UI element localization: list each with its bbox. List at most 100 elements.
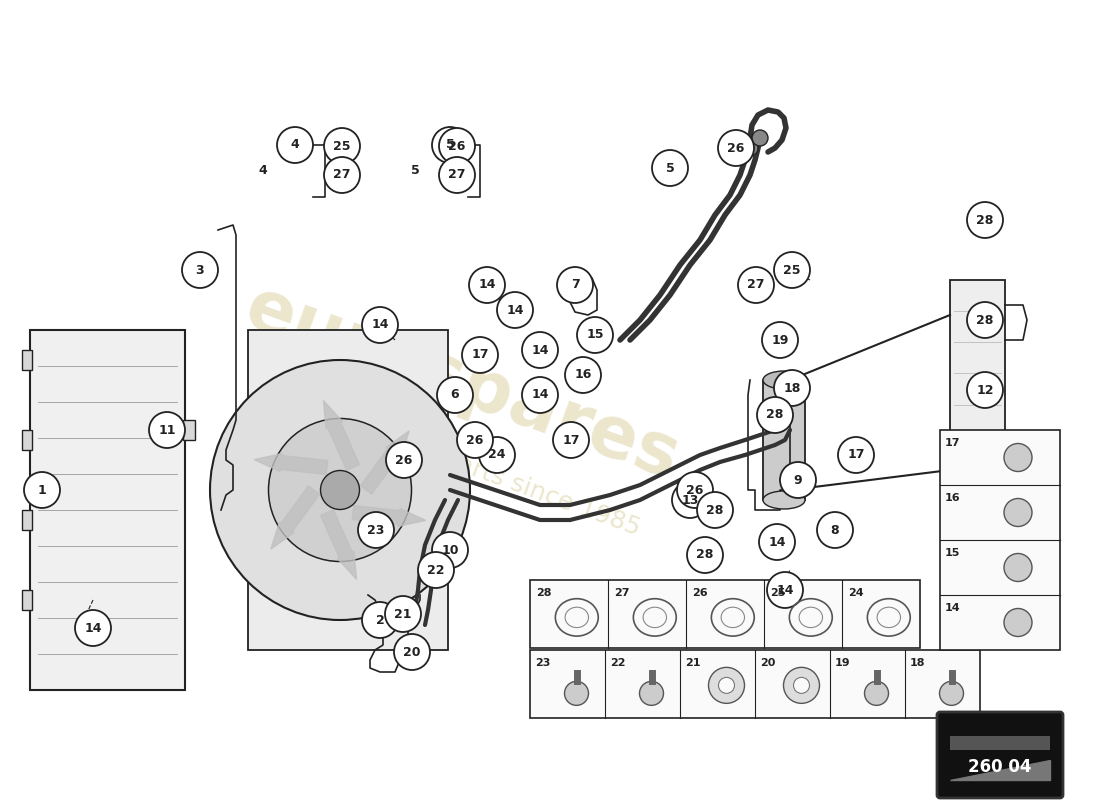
Bar: [950, 280, 1005, 530]
Text: 21: 21: [394, 607, 411, 621]
Circle shape: [324, 128, 360, 164]
Text: 22: 22: [610, 658, 626, 668]
Circle shape: [324, 157, 360, 193]
Text: 24: 24: [488, 449, 506, 462]
Circle shape: [522, 332, 558, 368]
Text: 1: 1: [37, 483, 46, 497]
Circle shape: [967, 302, 1003, 338]
Bar: [940, 430, 1060, 650]
Circle shape: [1004, 498, 1032, 526]
Text: 28: 28: [977, 214, 993, 226]
Text: 14: 14: [372, 318, 388, 331]
Text: 15: 15: [586, 329, 604, 342]
Text: 26: 26: [466, 434, 484, 446]
Circle shape: [565, 357, 601, 393]
Bar: [530, 580, 920, 648]
Circle shape: [762, 322, 798, 358]
Text: 21: 21: [685, 658, 701, 668]
Text: 14: 14: [945, 603, 960, 613]
Text: 10: 10: [441, 543, 459, 557]
Text: 28: 28: [696, 549, 714, 562]
FancyBboxPatch shape: [937, 712, 1063, 798]
Text: 25: 25: [783, 263, 801, 277]
Circle shape: [688, 537, 723, 573]
Text: 14: 14: [85, 622, 101, 634]
Circle shape: [817, 512, 852, 548]
Text: 15: 15: [945, 548, 960, 558]
Text: 28: 28: [706, 503, 724, 517]
Text: 28: 28: [536, 588, 551, 598]
Text: 14: 14: [768, 535, 785, 549]
Text: 26: 26: [692, 588, 707, 598]
Bar: [30, 330, 185, 690]
Circle shape: [865, 682, 889, 706]
Circle shape: [939, 682, 964, 706]
Text: 2: 2: [375, 614, 384, 626]
Bar: [248, 330, 448, 650]
Bar: [454, 388, 462, 402]
Circle shape: [362, 602, 398, 638]
Circle shape: [418, 552, 454, 588]
Text: 7: 7: [571, 278, 580, 291]
Circle shape: [75, 610, 111, 646]
Bar: [22, 590, 32, 610]
Text: 4: 4: [290, 138, 299, 151]
Text: 22: 22: [427, 563, 444, 577]
Circle shape: [469, 267, 505, 303]
Text: 25: 25: [770, 588, 785, 598]
Text: 260 04: 260 04: [968, 758, 1032, 776]
Circle shape: [780, 462, 816, 498]
Text: 14: 14: [531, 343, 549, 357]
Text: 20: 20: [760, 658, 775, 668]
Circle shape: [553, 422, 588, 458]
Circle shape: [1004, 443, 1032, 471]
FancyArrow shape: [323, 401, 360, 470]
Text: 14: 14: [777, 583, 794, 597]
Polygon shape: [950, 760, 1050, 780]
Circle shape: [557, 267, 593, 303]
Text: eurospares: eurospares: [235, 274, 689, 494]
Text: 17: 17: [847, 449, 865, 462]
Circle shape: [672, 482, 708, 518]
Ellipse shape: [763, 371, 805, 389]
Text: 26: 26: [395, 454, 412, 466]
Circle shape: [652, 150, 688, 186]
Text: 19: 19: [835, 658, 850, 668]
Text: 16: 16: [574, 369, 592, 382]
Text: 28: 28: [977, 314, 993, 326]
FancyArrow shape: [254, 454, 328, 474]
Bar: [22, 350, 32, 370]
Circle shape: [967, 372, 1003, 408]
Circle shape: [432, 127, 468, 163]
Text: 12: 12: [977, 383, 993, 397]
Circle shape: [439, 157, 475, 193]
Bar: [183, 420, 195, 440]
Text: 23: 23: [367, 523, 385, 537]
Text: 13: 13: [681, 494, 698, 506]
Circle shape: [358, 512, 394, 548]
Text: 27: 27: [747, 278, 764, 291]
Text: 16: 16: [945, 493, 960, 503]
Text: 28: 28: [767, 409, 783, 422]
Circle shape: [394, 634, 430, 670]
Circle shape: [1004, 554, 1032, 582]
Circle shape: [718, 678, 735, 694]
Bar: [22, 430, 32, 450]
Circle shape: [277, 127, 313, 163]
Text: 27: 27: [614, 588, 629, 598]
Text: 26: 26: [686, 483, 704, 497]
Text: 24: 24: [848, 588, 864, 598]
Circle shape: [757, 397, 793, 433]
Circle shape: [738, 267, 774, 303]
Text: 17: 17: [945, 438, 960, 448]
Bar: [530, 650, 980, 718]
Circle shape: [478, 437, 515, 473]
Text: 18: 18: [910, 658, 925, 668]
Circle shape: [456, 422, 493, 458]
Text: 4: 4: [258, 165, 267, 178]
Circle shape: [767, 572, 803, 608]
Circle shape: [752, 130, 768, 146]
Circle shape: [432, 532, 468, 568]
Circle shape: [268, 418, 411, 562]
Text: 9: 9: [794, 474, 802, 486]
